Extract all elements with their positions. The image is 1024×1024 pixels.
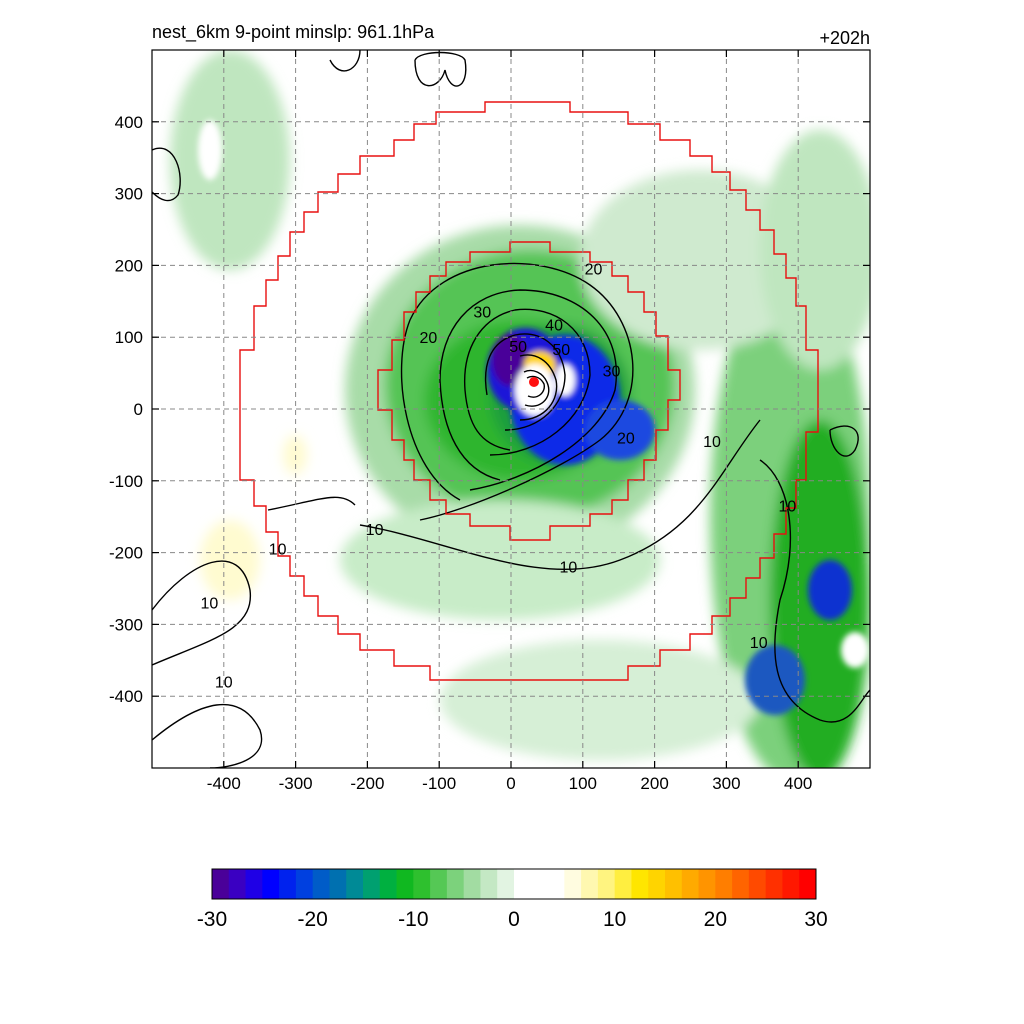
- contour-label: 50: [509, 339, 527, 356]
- y-tick-label: 300: [115, 185, 143, 204]
- colorbar-tick-label: -30: [197, 908, 227, 931]
- contour-label: 10: [269, 542, 287, 559]
- contour-label: 10: [703, 434, 721, 451]
- y-tick-label: -100: [109, 472, 143, 491]
- y-tick-label: 0: [134, 400, 143, 419]
- colorbar-swatch: [732, 869, 750, 899]
- contour-label: 10: [366, 522, 384, 539]
- x-tick-label: -200: [350, 774, 384, 793]
- y-tick-label: -300: [109, 615, 143, 634]
- x-tick-label: 200: [640, 774, 668, 793]
- colorbar-swatch: [295, 869, 314, 899]
- colorbar-swatch: [614, 869, 632, 899]
- contour-label: 20: [585, 262, 603, 279]
- colorbar-swatch: [463, 869, 481, 899]
- colorbar-swatch: [648, 869, 666, 899]
- contour-label: 10: [201, 595, 219, 612]
- contour-label: 10: [560, 560, 578, 577]
- x-tick-label: 300: [712, 774, 740, 793]
- colorbar-swatch: [514, 869, 532, 899]
- colorbar-swatch: [245, 869, 263, 899]
- colorbar-tick-label: 20: [704, 908, 727, 931]
- colorbar-swatch: [715, 869, 733, 899]
- colorbar-swatch: [228, 869, 247, 899]
- x-tick-label: 0: [506, 774, 515, 793]
- y-axis: 400 300 200 100 0 -100 -200 -300 -400: [109, 113, 870, 706]
- y-tick-label: -200: [109, 544, 143, 563]
- colorbar-swatch: [262, 869, 280, 899]
- colorbar-frame: [211, 868, 817, 900]
- colorbar-swatch: [396, 869, 414, 899]
- colorbar-tick-label: -20: [297, 908, 327, 931]
- contour-label: 30: [603, 364, 621, 381]
- colorbar-tick-label: 30: [804, 908, 827, 931]
- contour-label: 10: [215, 674, 233, 691]
- forecast-hour: +202h: [819, 28, 870, 48]
- storm-center-marker: [529, 377, 539, 387]
- colorbar-swatch: [346, 869, 364, 899]
- contour-label: 10: [779, 499, 797, 516]
- contour-label: 20: [420, 330, 438, 347]
- colorbar-swatch: [363, 869, 381, 899]
- colorbar: [211, 868, 817, 900]
- colorbar-ticks: -30 -20 -10 0 10 20 30: [197, 908, 828, 931]
- x-tick-label: -100: [422, 774, 456, 793]
- colorbar-swatch: [379, 869, 398, 899]
- colorbar-swatch: [279, 869, 297, 899]
- colorbar-swatch: [631, 869, 649, 899]
- colorbar-swatch: [765, 869, 783, 899]
- y-tick-label: 200: [115, 256, 143, 275]
- colorbar-swatch: [782, 869, 800, 899]
- colorbar-swatch: [430, 869, 448, 899]
- colorbar-swatch: [446, 869, 465, 899]
- colorbar-swatch: [312, 869, 330, 899]
- colorbar-swatch: [748, 869, 767, 899]
- colorbar-swatch: [413, 869, 431, 899]
- colorbar-swatch: [212, 869, 230, 899]
- colorbar-swatch: [681, 869, 700, 899]
- x-tick-label: 400: [784, 774, 812, 793]
- colorbar-swatch: [329, 869, 347, 899]
- colorbar-swatch: [480, 869, 498, 899]
- grid-lines: [152, 50, 870, 768]
- colorbar-swatch: [665, 869, 683, 899]
- colorbar-tick-label: 0: [508, 908, 520, 931]
- x-tick-label: -400: [207, 774, 241, 793]
- colorbar-swatch: [799, 869, 817, 899]
- contour-label: 50: [552, 342, 570, 359]
- colorbar-swatch: [698, 869, 716, 899]
- x-tick-label: -300: [279, 774, 313, 793]
- colorbar-swatch: [497, 869, 515, 899]
- contour-label: 20: [617, 430, 635, 447]
- colorbar-swatch: [564, 869, 582, 899]
- colorbar-swatch: [597, 869, 616, 899]
- contour-labels: 10 10 10 10 10 10 10 10 20 20 20 30 30 40 50 50: [201, 262, 797, 692]
- colorbar-tick-label: -10: [398, 908, 428, 931]
- colorbar-swatch: [530, 869, 549, 899]
- chart-title: nest_6km 9-point minslp: 961.1hPa: [152, 22, 435, 42]
- x-axis: -400 -300 -200 -100 0 100 200 300 400: [207, 50, 812, 793]
- colorbar-swatch: [547, 869, 565, 899]
- colorbar-tick-label: 10: [603, 908, 626, 931]
- shaded-field: [170, 50, 870, 768]
- y-tick-label: 100: [115, 328, 143, 347]
- region-boundary: [239, 101, 819, 681]
- y-tick-label: 400: [115, 113, 143, 132]
- colorbar-swatch: [581, 869, 599, 899]
- contour-label: 10: [750, 635, 768, 652]
- contour-label: 30: [473, 305, 491, 322]
- contour-label: 40: [545, 318, 563, 335]
- x-tick-label: 100: [569, 774, 597, 793]
- y-tick-label: -400: [109, 687, 143, 706]
